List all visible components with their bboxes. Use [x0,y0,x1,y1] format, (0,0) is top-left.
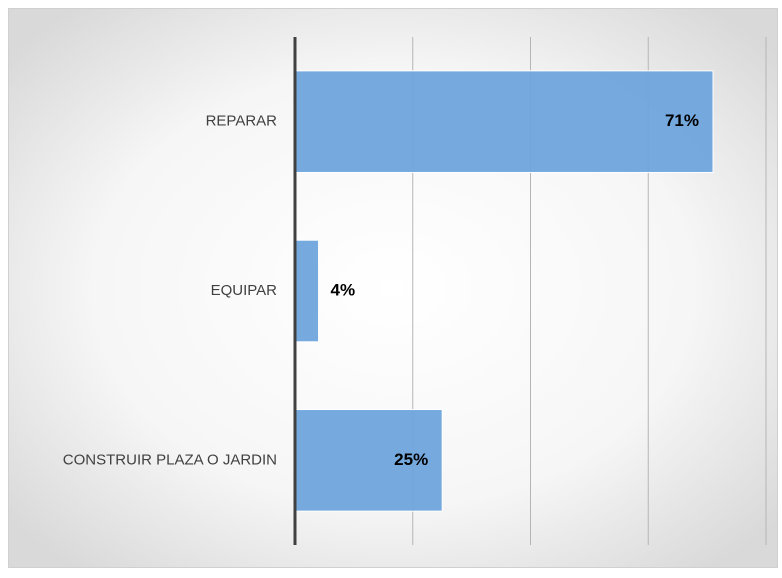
data-label: 25% [394,450,428,469]
y-tick-label: CONSTRUIR PLAZA O JARDIN [63,451,277,468]
y-tick-label: REPARAR [206,113,278,130]
bar [294,409,443,512]
y-tick-label: EQUIPAR [211,282,278,299]
data-label: 4% [331,280,356,299]
bar [294,239,320,343]
data-label: 71% [665,111,699,130]
bar [294,70,714,173]
